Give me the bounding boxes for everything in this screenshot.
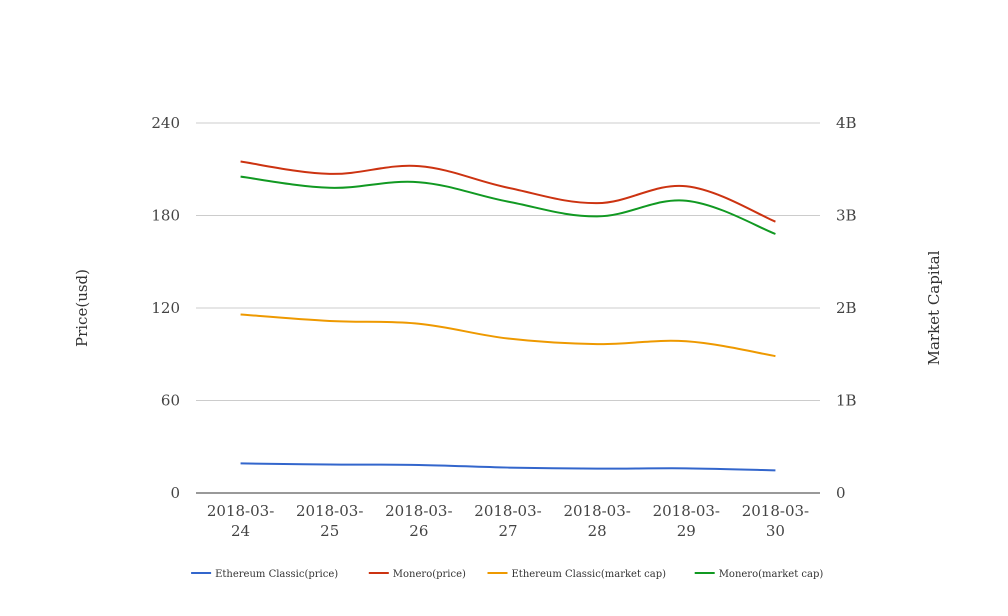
series-lines: [240, 160, 776, 472]
x-tick-label: 2018-03-29: [653, 502, 720, 540]
y-tick-label-right: 4B: [836, 114, 857, 132]
x-tick-label: 2018-03-30: [742, 502, 809, 540]
y-tick-label-left: 60: [161, 392, 180, 410]
legend-item[interactable]: Ethereum Classic(market cap): [487, 569, 667, 580]
legend-item[interactable]: Ethereum Classic(price): [191, 569, 338, 580]
axes: 0 60 120 180 240 0 1B 2B 3B 4B 2018-03-24 2018-03-2…: [73, 114, 943, 540]
x-tick-label: 2018-03-26: [385, 502, 452, 540]
legend-item[interactable]: Monero(market cap): [694, 569, 824, 580]
y-axis-title-right: Market Capital: [925, 250, 943, 365]
y-tick-label-left: 120: [151, 299, 180, 317]
y-tick-label-right: 3B: [836, 207, 857, 225]
x-tick-label: 2018-03-28: [563, 502, 630, 540]
legend-item[interactable]: Monero(price): [368, 569, 466, 580]
legend-label: Ethereum Classic(market cap): [512, 569, 667, 580]
x-tick-label: 2018-03-24: [207, 502, 274, 540]
series-line-2: [240, 313, 776, 358]
y-tick-label-right: 2B: [836, 299, 857, 317]
y-axis-title-left: Price(usd): [73, 269, 91, 347]
series-line-3: [240, 175, 776, 235]
series-line-1: [240, 160, 776, 223]
legend-label: Monero(price): [393, 569, 466, 580]
legend: Ethereum Classic(price) Monero(price) Ethe…: [191, 569, 823, 580]
x-tick-label: 2018-03-25: [296, 502, 363, 540]
series-line-0: [240, 462, 776, 472]
y-tick-label-right: 1B: [836, 392, 857, 410]
y-tick-label-left: 180: [151, 207, 180, 225]
y-tick-label-right: 0: [836, 484, 846, 502]
x-tick-label: 2018-03-27: [474, 502, 541, 540]
grid-lines: [196, 122, 820, 401]
legend-label: Monero(market cap): [719, 569, 824, 580]
legend-label: Ethereum Classic(price): [215, 569, 338, 580]
y-tick-label-left: 240: [151, 114, 180, 132]
y-tick-label-left: 0: [170, 484, 180, 502]
